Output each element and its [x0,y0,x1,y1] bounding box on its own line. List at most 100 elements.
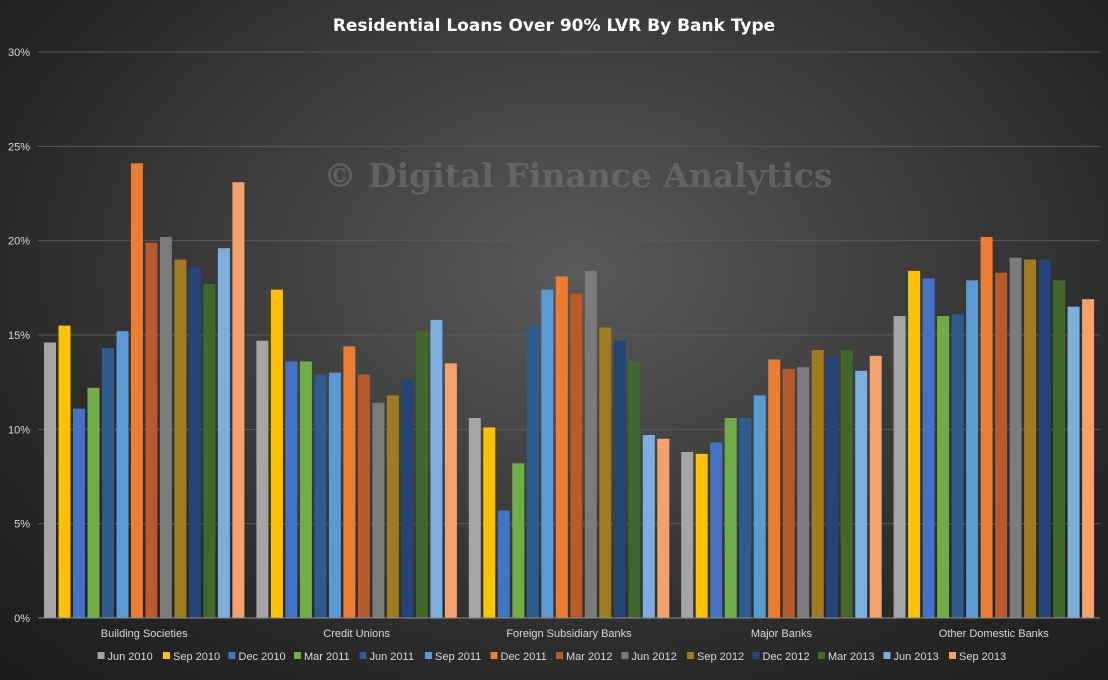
legend-label: Mar 2012 [566,651,612,663]
legend-label: Jun 2010 [108,651,153,663]
bar [130,163,143,619]
bar [657,438,670,618]
bar [256,340,269,618]
bar [87,387,100,618]
category-labels: Building Societies Credit Unions Foreign S… [101,628,1050,640]
bar [497,510,510,618]
legend-swatch [687,652,694,659]
bar [1024,259,1037,618]
y-tick-label: 30% [8,47,30,59]
bar [937,316,950,618]
legend-label: Mar 2013 [828,651,874,663]
bar [526,325,539,618]
bar [951,314,964,618]
bar [444,363,457,618]
bar [893,316,906,618]
bar [869,355,882,618]
legend-label: Dec 2010 [239,651,286,663]
bars [44,163,1095,619]
bar [430,319,443,618]
bar [468,418,481,618]
bar [203,284,216,618]
bar [285,361,298,618]
bar [908,270,921,618]
bar [1082,299,1095,618]
bar [1067,306,1080,618]
category-label: Credit Unions [323,628,390,640]
bar [613,340,626,618]
bar [483,427,496,618]
legend-label: Sep 2011 [435,651,481,663]
bar [541,289,554,618]
legend-swatch [556,652,563,659]
bar [44,342,56,618]
legend-swatch [294,652,301,659]
legend-label: Dec 2012 [763,651,810,663]
bar [415,331,428,618]
legend-label: Dec 2011 [501,651,547,663]
legend-swatch [97,652,105,659]
category-label: Major Banks [751,628,813,640]
legend-label: Sep 2010 [173,651,220,663]
category-label: Foreign Subsidiary Banks [506,628,632,640]
bar [145,242,158,618]
bar [753,395,766,618]
bar [328,372,341,618]
legend-swatch [163,652,170,659]
y-tick-label: 20% [8,236,30,248]
legend-swatch [752,652,760,659]
bar [386,395,399,618]
category-label: Building Societies [101,628,188,640]
bar [299,361,312,618]
bar [642,435,655,618]
bar [270,289,283,618]
legend-swatch [621,652,629,659]
bar [512,463,525,618]
watermark: © Digital Finance Analytics [324,156,833,195]
bar [826,355,839,618]
bar [73,408,85,618]
bar [695,453,708,618]
bar [739,418,752,618]
y-tick-label: 25% [8,141,30,153]
bar [840,350,853,618]
bar [811,350,824,618]
bar [159,236,172,618]
bar [174,259,187,618]
legend-swatch [883,652,891,659]
bar [782,369,795,618]
bar [1038,259,1051,618]
legend-swatch [359,652,367,659]
y-tick-label: 5% [14,519,30,531]
bar [710,442,723,618]
bar [116,331,129,618]
bar [995,272,1008,618]
bar [724,418,737,618]
bar [357,374,370,618]
legend-label: Jun 2013 [894,651,939,663]
legend-swatch [228,652,236,659]
bar [966,280,979,618]
legend-swatch [490,652,498,659]
bar [628,361,641,618]
bar [584,270,597,618]
legend-swatch [425,652,432,659]
bar [570,293,583,618]
bar [681,452,694,618]
legend-label: Jun 2012 [632,651,677,663]
bar [372,402,385,618]
category-label: Other Domestic Banks [939,628,1050,640]
bar [855,370,868,618]
legend-label: Jun 2011 [370,651,414,663]
bar [555,276,568,618]
y-axis-ticks: 0% 5% 10% 15% 20% 25% 30% [8,47,30,625]
bar [1053,280,1066,618]
chart-title: Residential Loans Over 90% LVR By Bank T… [333,16,775,36]
y-tick-label: 10% [8,424,30,436]
bar [599,327,612,618]
legend-swatch [818,652,825,659]
bar [102,348,114,618]
bar [401,380,414,618]
y-tick-label: 15% [8,330,30,342]
